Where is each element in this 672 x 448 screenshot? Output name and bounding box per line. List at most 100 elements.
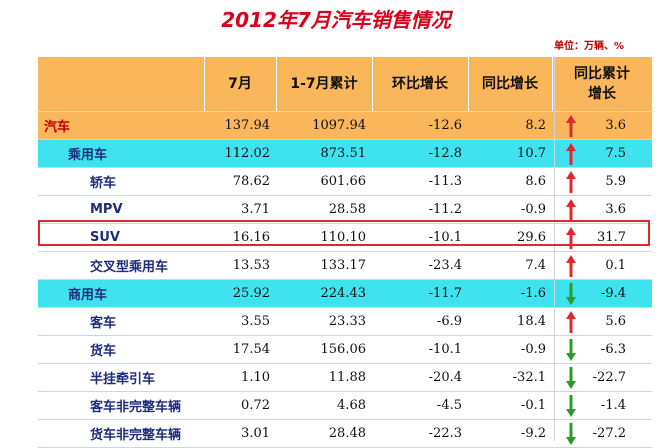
row-name: 货车非完整车辆 [38,419,204,448]
table-row: 轿车 78.62 601.66 -11.3 8.6 5.9 [38,167,652,196]
row-cum-yoy: 5.6 [605,314,626,329]
row-july: 13.53 [204,251,276,280]
row-yoy: 10.7 [468,139,552,168]
row-july: 78.62 [204,167,276,196]
row-yoy: -0.1 [468,391,552,420]
row-yoy: 18.4 [468,307,552,336]
row-july: 1.10 [204,363,276,392]
row-july: 137.94 [204,111,276,140]
up-arrow-icon [566,255,576,277]
row-name: 货车 [38,335,204,364]
header-cumulative: 1-7月累计 [276,57,373,112]
row-yoy: -0.9 [468,335,552,364]
table-row: 货车非完整车辆 3.01 28.48 -22.3 -9.2 -27.2 [38,419,652,448]
table-row: 乘用车 112.02 873.51 -12.8 10.7 7.5 [38,139,652,168]
row-cum-yoy: -9.4 [600,286,626,301]
table-header-row: 7月 1-7月累计 环比增长 同比增长 同比累计增长 [38,57,653,112]
row-mom: -12.8 [372,139,468,168]
row-cum-yoy: 5.9 [605,174,626,189]
up-arrow-icon [566,199,576,221]
header-mom-growth: 环比增长 [372,57,469,112]
row-cum-yoy: 0.1 [605,258,626,273]
row-cumulative: 28.58 [276,195,372,224]
row-july: 3.71 [204,195,276,224]
table-row: 货车 17.54 156.06 -10.1 -0.9 -6.3 [38,335,652,364]
down-arrow-icon [566,367,576,389]
column-divider [554,57,555,441]
row-july: 112.02 [204,139,276,168]
row-yoy: -32.1 [468,363,552,392]
row-cum-yoy: 3.6 [605,118,626,133]
row-yoy: 8.2 [468,111,552,140]
row-name: 交叉型乘用车 [38,251,204,280]
up-arrow-icon [566,311,576,333]
row-july: 17.54 [204,335,276,364]
row-yoy: -0.9 [468,195,552,224]
row-name: 乘用车 [38,139,204,168]
table-row: 汽车 137.94 1097.94 -12.6 8.2 3.6 [38,111,652,140]
table-row: 半挂牵引车 1.10 11.88 -20.4 -32.1 -22.7 [38,363,652,392]
row-yoy: -1.6 [468,279,552,308]
row-yoy: 8.6 [468,167,552,196]
row-name: 客车 [38,307,204,336]
down-arrow-icon [566,339,576,361]
page-title: 2012年7月汽车销售情况 [221,8,451,32]
down-arrow-icon [566,283,576,305]
header-cum-yoy-growth: 同比累计增长 [552,57,653,112]
row-july: 3.55 [204,307,276,336]
row-cum-yoy: -1.4 [600,398,626,413]
header-category [38,57,205,112]
row-name: MPV [38,195,204,224]
row-cum-yoy: 31.7 [597,230,626,245]
row-yoy: 29.6 [468,223,552,252]
row-name: 半挂牵引车 [38,363,204,392]
down-arrow-icon [566,395,576,417]
row-cum-yoy: 7.5 [605,146,626,161]
row-cumulative: 11.88 [276,363,372,392]
down-arrow-icon [566,423,576,445]
row-mom: -22.3 [372,419,468,448]
row-cum-yoy: -6.3 [600,342,626,357]
row-cumulative: 601.66 [276,167,372,196]
up-arrow-icon [566,171,576,193]
row-cumulative: 873.51 [276,139,372,168]
row-name: 轿车 [38,167,204,196]
row-cumulative: 1097.94 [276,111,372,140]
row-mom: -20.4 [372,363,468,392]
row-cumulative: 23.33 [276,307,372,336]
row-mom: -10.1 [372,335,468,364]
table-row: 商用车 25.92 224.43 -11.7 -1.6 -9.4 [38,279,652,308]
header-july: 7月 [204,57,277,112]
row-july: 0.72 [204,391,276,420]
row-july: 3.01 [204,419,276,448]
row-mom: -4.5 [372,391,468,420]
row-name: 商用车 [38,279,204,308]
row-mom: -23.4 [372,251,468,280]
row-cumulative: 28.48 [276,419,372,448]
table-row: SUV 16.16 110.10 -10.1 29.6 31.7 [38,223,652,252]
row-cumulative: 133.17 [276,251,372,280]
row-mom: -6.9 [372,307,468,336]
row-cumulative: 110.10 [276,223,372,252]
row-cum-yoy: 3.6 [605,202,626,217]
row-name: 汽车 [38,111,204,140]
row-july: 16.16 [204,223,276,252]
table-row: 交叉型乘用车 13.53 133.17 -23.4 7.4 0.1 [38,251,652,280]
row-cumulative: 156.06 [276,335,372,364]
row-name: 客车非完整车辆 [38,391,204,420]
row-mom: -11.2 [372,195,468,224]
row-mom: -12.6 [372,111,468,140]
row-cum-yoy: -27.2 [592,426,626,441]
row-mom: -11.7 [372,279,468,308]
row-yoy: -9.2 [468,419,552,448]
sales-table: 7月 1-7月累计 环比增长 同比增长 同比累计增长 汽车 137.94 109… [38,57,653,448]
row-cumulative: 224.43 [276,279,372,308]
table-row: 客车 3.55 23.33 -6.9 18.4 5.6 [38,307,652,336]
row-mom: -11.3 [372,167,468,196]
row-yoy: 7.4 [468,251,552,280]
row-cum-yoy: -22.7 [592,370,626,385]
up-arrow-icon [566,143,576,165]
table-row: 客车非完整车辆 0.72 4.68 -4.5 -0.1 -1.4 [38,391,652,420]
up-arrow-icon [566,115,576,137]
table-row: MPV 3.71 28.58 -11.2 -0.9 3.6 [38,195,652,224]
